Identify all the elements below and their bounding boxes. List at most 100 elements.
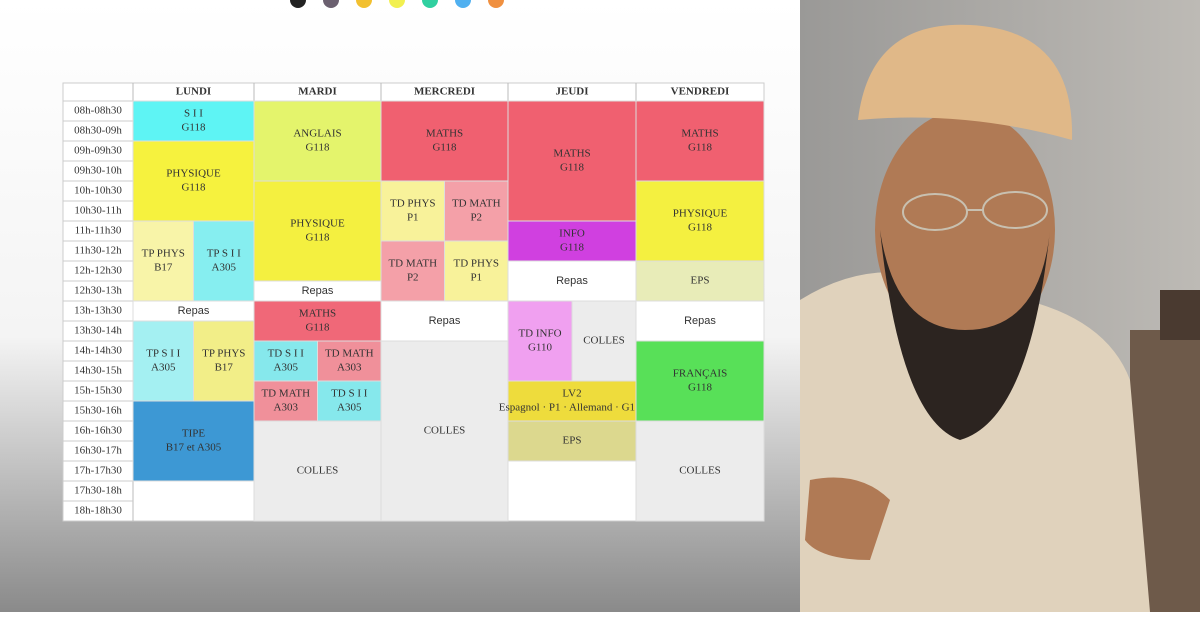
- block-bg: [380, 180, 445, 242]
- block-text: B17 et A305: [166, 442, 222, 454]
- course-block: TP PHYS B17: [193, 320, 255, 402]
- block-text: Repas: [429, 315, 461, 327]
- block-text: G118: [560, 242, 585, 254]
- block-text: A303: [274, 402, 299, 414]
- course-block: COLLES: [635, 420, 765, 522]
- block-text: LV2: [562, 388, 581, 400]
- block-bg: [253, 180, 382, 282]
- block-text: TP S I I: [207, 248, 241, 260]
- course-block: LV2 Espagnol · P1 · Allemand · G111: [499, 380, 645, 422]
- course-block: TP S I I A305: [193, 220, 255, 302]
- block-text: EPS: [691, 275, 710, 287]
- day-header: VENDREDI: [671, 86, 730, 98]
- block-text: G118: [305, 322, 330, 334]
- color-palette[interactable]: [290, 0, 504, 8]
- block-text: TD PHYS: [453, 258, 499, 270]
- course-block: PHYSIQUE G118: [132, 140, 255, 222]
- block-text: PHYSIQUE: [673, 208, 728, 220]
- time-label: 16h-16h30: [74, 425, 122, 437]
- block-text: MATHS: [299, 308, 336, 320]
- block-text: TD INFO: [518, 328, 561, 340]
- block-text: Repas: [302, 285, 334, 297]
- block-text: P1: [470, 272, 482, 284]
- block-text: A305: [274, 362, 299, 374]
- course-block: TD MATH P2: [444, 180, 509, 242]
- course-block: FRANÇAIS G118: [635, 340, 765, 422]
- block-text: A305: [337, 402, 362, 414]
- block-bg: [444, 240, 509, 302]
- time-label: 17h30-18h: [74, 485, 122, 497]
- block-bg: [132, 320, 194, 402]
- block-text: INFO: [559, 228, 585, 240]
- course-block: Repas: [380, 300, 509, 342]
- day-header: MARDI: [298, 86, 337, 98]
- course-block: MATHS G118: [507, 100, 637, 222]
- block-text: TP S I I: [146, 348, 180, 360]
- block-bg: [193, 320, 255, 402]
- block-text: COLLES: [679, 465, 721, 477]
- block-text: G118: [688, 142, 713, 154]
- course-block: TD S I I A305: [253, 340, 318, 382]
- block-text: MATHS: [426, 128, 463, 140]
- block-text: G110: [528, 342, 553, 354]
- block-text: G118: [432, 142, 457, 154]
- block-text: TD MATH: [261, 388, 310, 400]
- block-bg: [507, 100, 637, 222]
- day-header: JEUDI: [555, 86, 588, 98]
- time-label: 10h30-11h: [74, 205, 122, 217]
- block-text: TP PHYS: [142, 248, 185, 260]
- block-bg: [253, 420, 382, 522]
- block-text: TD S I I: [268, 348, 305, 360]
- block-bg: [635, 420, 765, 522]
- course-block: TP S I I A305: [132, 320, 194, 402]
- course-block: MATHS G118: [635, 100, 765, 182]
- block-text: TD MATH: [325, 348, 374, 360]
- block-text: G118: [181, 182, 206, 194]
- course-block: TIPE B17 et A305: [132, 400, 255, 482]
- block-text: TD MATH: [388, 258, 437, 270]
- block-text: B17: [154, 262, 173, 274]
- course-block: TD PHYS P1: [380, 180, 445, 242]
- block-bg: [380, 240, 445, 302]
- block-bg: [635, 340, 765, 422]
- block-text: PHYSIQUE: [290, 218, 345, 230]
- time-label: 15h-15h30: [74, 385, 122, 397]
- course-block: ANGLAIS G118: [253, 100, 382, 182]
- course-block: Repas: [253, 280, 382, 302]
- course-block: S I I G118: [132, 100, 255, 142]
- block-text: TD MATH: [452, 198, 501, 210]
- block-bg: [507, 220, 637, 262]
- time-label: 11h30-12h: [74, 245, 122, 257]
- block-text: COLLES: [583, 335, 625, 347]
- course-block: PHYSIQUE G118: [253, 180, 382, 282]
- course-block: TD MATH A303: [317, 340, 382, 382]
- time-label: 09h30-10h: [74, 165, 122, 177]
- block-bg: [193, 220, 255, 302]
- block-text: Repas: [684, 315, 716, 327]
- time-label: 13h30-14h: [74, 325, 122, 337]
- block-bg: [132, 140, 255, 222]
- block-bg: [380, 340, 509, 522]
- time-label: 08h30-09h: [74, 125, 122, 137]
- block-bg: [507, 380, 637, 422]
- course-block: TP PHYS B17: [132, 220, 194, 302]
- block-text: P1: [407, 212, 419, 224]
- block-text: ANGLAIS: [293, 128, 341, 140]
- block-bg: [571, 300, 637, 382]
- time-label: 11h-11h30: [75, 225, 122, 237]
- block-text: TD PHYS: [390, 198, 436, 210]
- block-text: G118: [688, 382, 713, 394]
- day-header: LUNDI: [176, 86, 211, 98]
- block-text: A303: [337, 362, 362, 374]
- time-label: 12h30-13h: [74, 285, 122, 297]
- day-header: MERCREDI: [414, 86, 475, 98]
- time-label: 18h-18h30: [74, 505, 122, 517]
- course-block: MATHS G118: [253, 300, 382, 342]
- block-text: G118: [181, 122, 206, 134]
- course-block: PHYSIQUE G118: [635, 180, 765, 262]
- time-label: 10h-10h30: [74, 185, 122, 197]
- block-text: A305: [212, 262, 237, 274]
- time-label: 12h-12h30: [74, 265, 122, 277]
- block-text: A305: [151, 362, 176, 374]
- course-block: Repas: [507, 260, 637, 302]
